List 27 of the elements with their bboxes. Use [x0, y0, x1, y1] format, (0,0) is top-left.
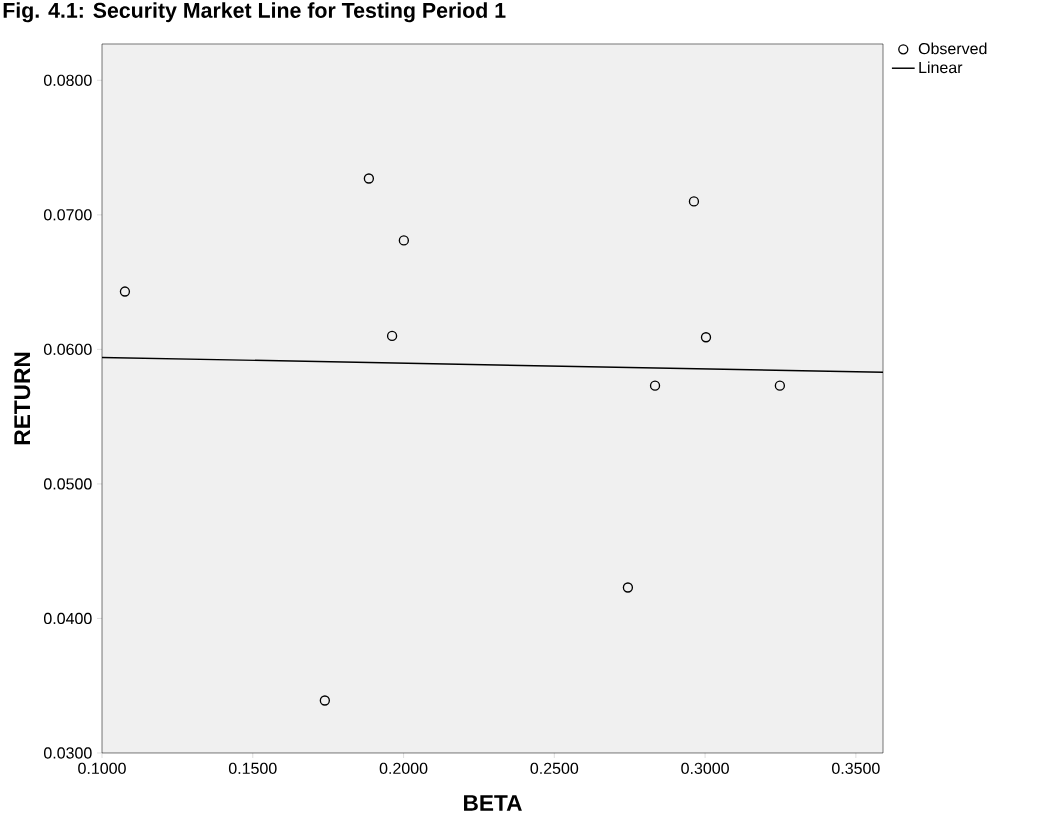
y-axis-title: RETURN: [14, 352, 31, 445]
point: [622, 582, 634, 593]
x-tick-label: 0.3500: [832, 762, 880, 775]
y-tick-label: 0.0800: [43, 74, 92, 86]
legend-label: Observed: [918, 42, 987, 55]
point: [688, 196, 700, 207]
point: [700, 332, 712, 343]
chart-title: Fig. 4.1: Security Market Line for Testing Period 1: [3, 2, 506, 23]
point: [398, 235, 410, 246]
y-tick-label: 0.0400: [43, 612, 92, 625]
point: [119, 286, 131, 297]
point: [774, 380, 786, 391]
x-tick-label: 0.2000: [379, 762, 428, 775]
x-tick-label: 0.1500: [228, 762, 277, 775]
y-tick-label: 0.0600: [43, 343, 92, 356]
legend-label: Linear: [919, 61, 963, 74]
y-tick-label: 0.0500: [43, 478, 92, 490]
x-tick-label: 0.3000: [681, 762, 729, 775]
x-axis-title: BETA: [464, 795, 522, 811]
y-tick-label: 0.0300: [43, 747, 92, 759]
y-tick-label: 0.0700: [43, 209, 92, 221]
point: [363, 173, 375, 184]
point: [649, 380, 661, 391]
point: [386, 330, 398, 342]
point: [319, 695, 331, 706]
x-tick-label: 0.1000: [78, 762, 126, 775]
x-tick-label: 0.2500: [530, 762, 579, 775]
